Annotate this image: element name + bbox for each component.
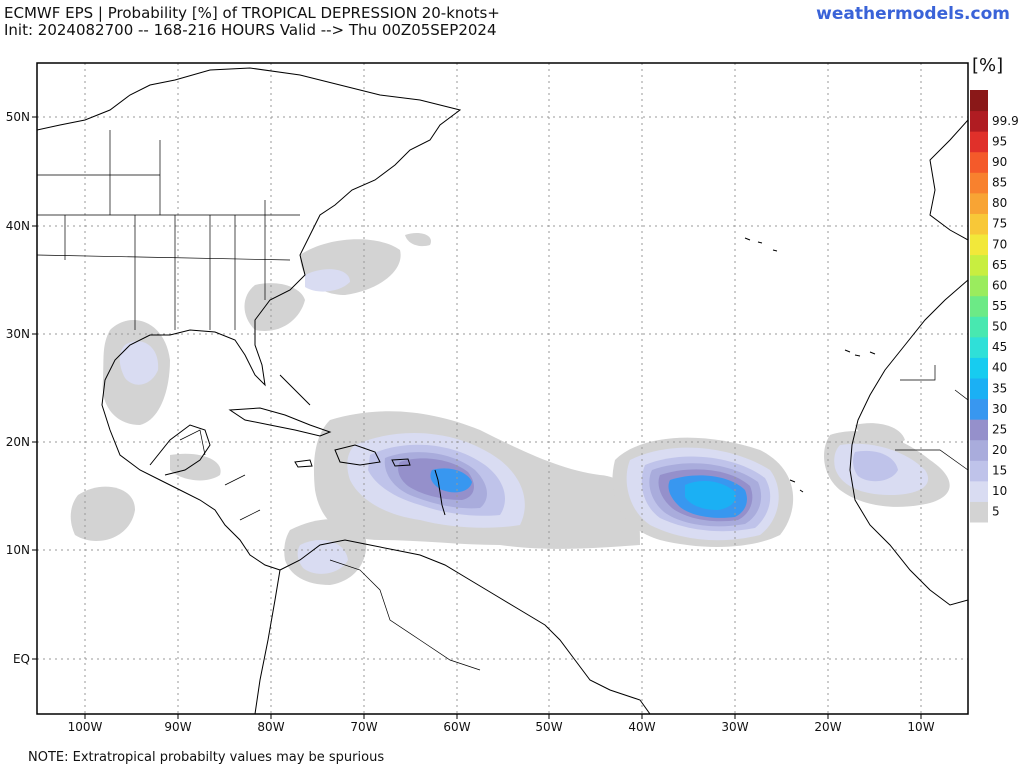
colorbar-label: 20: [992, 443, 1007, 457]
prob-5-area: [70, 233, 950, 585]
y-label-30n: 30N: [6, 327, 30, 341]
colorbar-swatch: [970, 419, 988, 441]
x-label-90w: 90W: [164, 720, 191, 734]
coastlines: [37, 67, 968, 714]
colorbar-label: 55: [992, 299, 1007, 313]
x-label-50w: 50W: [535, 720, 562, 734]
x-label-60w: 60W: [443, 720, 470, 734]
prob-35-area: [685, 480, 736, 510]
colorbar-swatch: [970, 151, 988, 173]
x-label-10w: 10W: [907, 720, 934, 734]
x-label-70w: 70W: [350, 720, 377, 734]
colorbar-swatch: [970, 336, 988, 358]
colorbar-swatch: [970, 460, 988, 482]
colorbar-label: 5: [992, 505, 1000, 519]
map-frame: [36, 62, 969, 715]
colorbar-swatch: [970, 295, 988, 317]
colorbar-label: 30: [992, 402, 1007, 416]
colorbar-swatch: [970, 357, 988, 379]
colorbar-label: 65: [992, 258, 1007, 272]
colorbar-label: 60: [992, 278, 1007, 292]
colorbar-swatch: [970, 316, 988, 338]
colorbar-swatch: [970, 501, 988, 523]
colorbar-swatch: [970, 439, 988, 461]
colorbar: 5 10 15 20 25 30 35 40 45 50 55 60 65 70 75 80 85 90 95 99.…: [970, 90, 1019, 523]
y-label-20n: 20N: [6, 435, 30, 449]
colorbar-swatch: [970, 480, 988, 502]
colorbar-swatch: [970, 378, 988, 400]
colorbar-swatch: [970, 90, 988, 112]
brand-link[interactable]: weathermodels.com: [816, 4, 1010, 24]
colorbar-label: 99.9: [992, 114, 1019, 128]
x-label-30w: 30W: [721, 720, 748, 734]
footer-note: NOTE: Extratropical probabilty values ma…: [28, 750, 385, 765]
colorbar-label: 75: [992, 217, 1007, 231]
colorbar-swatch: [970, 234, 988, 256]
colorbar-swatch: [970, 172, 988, 194]
colorbar-swatch: [970, 131, 988, 153]
colorbar-label: 80: [992, 196, 1007, 210]
colorbar-label: 15: [992, 464, 1007, 478]
map-title: ECMWF EPS | Probability [%] of TROPICAL …: [4, 4, 500, 22]
political-borders: [37, 130, 968, 671]
latitude-labels: 50N 40N 30N 20N 10N EQ: [6, 110, 30, 666]
colorbar-label: 90: [992, 155, 1007, 169]
colorbar-swatch: [970, 398, 988, 420]
colorbar-label: 85: [992, 176, 1007, 190]
colorbar-swatch: [970, 213, 988, 235]
colorbar-label: 95: [992, 134, 1007, 148]
x-label-100w: 100W: [68, 720, 103, 734]
graticule: [37, 63, 968, 714]
colorbar-swatch: [970, 192, 988, 214]
x-label-80w: 80W: [257, 720, 284, 734]
x-label-40w: 40W: [628, 720, 655, 734]
x-label-20w: 20W: [814, 720, 841, 734]
colorbar-label: 70: [992, 237, 1007, 251]
y-label-eq: EQ: [13, 652, 30, 666]
colorbar-label: 10: [992, 484, 1007, 498]
y-label-40n: 40N: [6, 219, 30, 233]
axis-ticks: [32, 116, 922, 719]
colorbar-label: 35: [992, 381, 1007, 395]
init-valid-line: Init: 2024082700 -- 168-216 HOURS Valid …: [4, 21, 497, 39]
colorbar-label: 45: [992, 340, 1007, 354]
colorbar-label: 40: [992, 361, 1007, 375]
colorbar-swatch: [970, 110, 988, 132]
colorbar-label: 25: [992, 422, 1007, 436]
map-field: [37, 63, 968, 714]
colorbar-unit: [%]: [972, 55, 1003, 76]
colorbar-swatch: [970, 254, 988, 276]
colorbar-swatch: [970, 275, 988, 297]
y-label-50n: 50N: [6, 110, 30, 124]
y-label-10n: 10N: [6, 543, 30, 557]
longitude-labels: 100W 90W 80W 70W 60W 50W 40W 30W 20W 10W: [68, 720, 935, 734]
colorbar-label: 50: [992, 320, 1007, 334]
